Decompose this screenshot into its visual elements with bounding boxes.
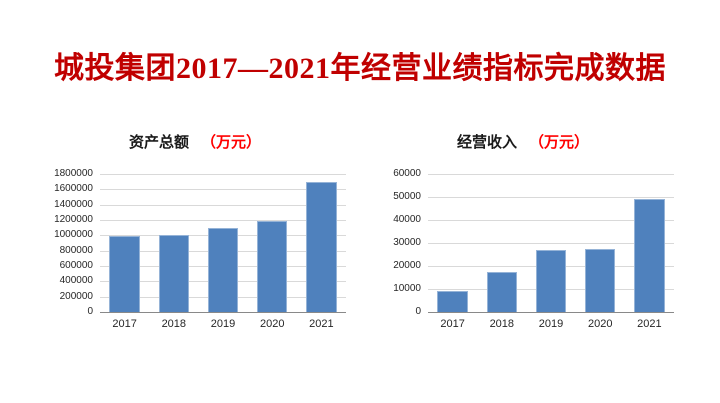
bar-slot-2018 [477,174,526,312]
bar-2017 [437,290,468,312]
y-tick-label: 60000 [393,168,421,179]
chart-title-operating-income: 经营收入 （万元） [372,134,674,152]
x-tick-label-2019: 2019 [538,318,564,330]
y-tick-label: 40000 [393,213,421,225]
y-tick-label: 1800000 [54,168,93,179]
bar-slot-2017 [100,174,149,312]
chart-title-text: 经营收入 [456,135,517,151]
y-tick-label: 400000 [59,275,93,287]
gridline [100,189,346,191]
bar-slot-2019 [198,174,247,312]
plot-area [100,174,346,313]
y-tick-label: 30000 [393,237,421,248]
bar-2021 [634,199,665,312]
bar-slot-2018 [149,174,198,312]
gridline [428,197,674,198]
gridline [100,174,346,175]
chart-title-total-assets: 资产总额 （万元） [44,134,346,152]
x-tick-label-2018: 2018 [489,318,515,330]
y-tick-label: 800000 [59,244,93,256]
y-axis: 1800000 1600000 1400000 1200000 1000000 80000… [44,168,100,317]
bar-slot-2019 [526,174,575,312]
chart-title-text: 资产总额 [128,135,189,151]
bar-2019 [207,227,239,312]
chart-total-assets: 资产总额 （万元） 1800000 1600000 1400000 1200000 100… [44,134,346,331]
bars-container [428,174,674,312]
x-tick-label-2021: 2021 [309,318,334,330]
bar-slot-2020 [576,174,625,312]
chart-title-unit: （万元） [529,135,590,151]
bar-2020 [584,248,616,312]
page-title: 城投集团2017—2021年经营业绩指标完成数据 [54,52,666,85]
gridline [428,243,674,244]
chart-body: 60000 50000 40000 30000 20000 10000 0 [372,168,674,317]
chart-title-unit: （万元） [201,135,262,151]
y-axis: 60000 50000 40000 30000 20000 10000 0 [372,168,428,317]
gridline [100,220,346,221]
bar-2018 [158,235,190,312]
x-tick-label-2020: 2020 [587,318,613,330]
gridline [428,220,674,221]
bar-2018 [486,271,518,312]
x-tick-label-2017: 2017 [440,318,465,330]
bar-2021 [306,182,337,312]
x-tick-label-2019: 2019 [210,318,236,330]
y-tick-label: 1000000 [54,229,93,241]
y-tick-label: 0 [87,306,93,317]
bar-slot-2021 [297,174,346,312]
gridline [428,174,674,175]
bar-2017 [109,236,140,312]
bar-slot-2020 [248,174,297,312]
bar-slot-2021 [625,174,674,312]
x-tick-label-2021: 2021 [637,318,662,330]
y-tick-label: 1400000 [54,198,93,210]
y-tick-label: 200000 [59,290,93,302]
bars-container [100,174,346,312]
x-tick-label-2018: 2018 [161,318,187,330]
chart-body: 1800000 1600000 1400000 1200000 1000000 80000… [44,168,346,317]
y-tick-label: 10000 [393,283,421,294]
y-tick-label: 1200000 [54,213,93,225]
x-tick-label-2017: 2017 [112,318,137,330]
y-tick-label: 600000 [59,259,93,271]
y-tick-label: 50000 [393,190,421,202]
chart-operating-income: 经营收入 （万元） 60000 50000 40000 30000 20000 10000 0… [372,134,674,331]
y-tick-label: 0 [415,306,421,317]
bar-2019 [535,249,567,312]
x-axis: 2017 2018 2019 2020 2021 [100,313,346,331]
y-tick-label: 1600000 [54,183,93,195]
bar-slot-2017 [428,174,477,312]
gridline [100,204,346,206]
y-tick-label: 20000 [393,259,421,271]
x-axis: 2017 2018 2019 2020 2021 [428,313,674,331]
x-tick-label-2020: 2020 [259,318,285,330]
bar-2020 [256,220,288,312]
plot-area [428,174,674,313]
